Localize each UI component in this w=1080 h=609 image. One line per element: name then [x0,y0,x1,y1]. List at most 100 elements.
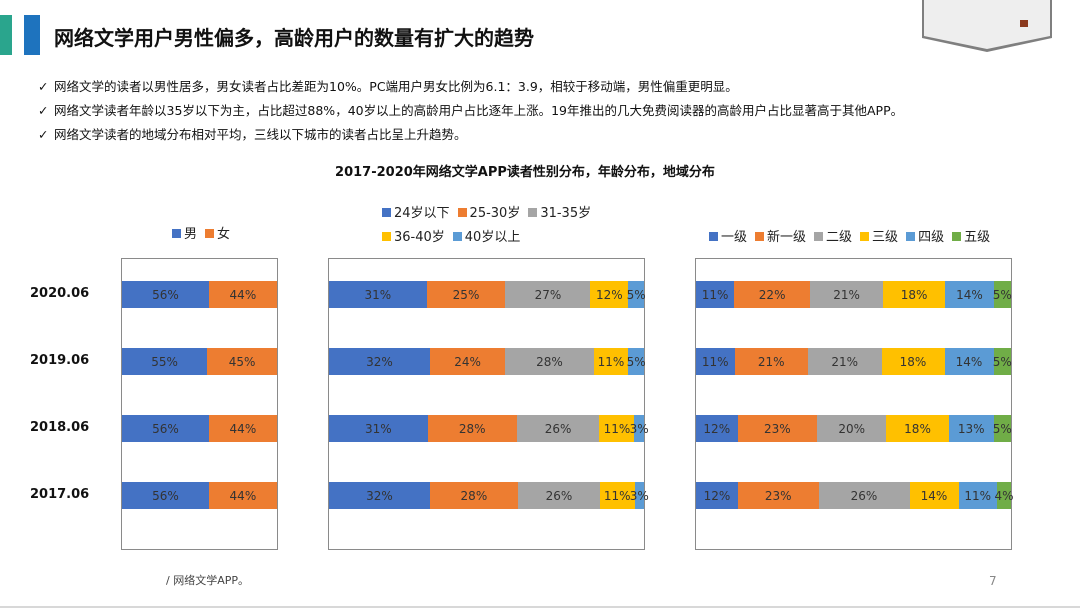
legend-item: 四级 [906,226,944,250]
bar-segment: 23% [737,415,818,442]
legend-swatch [709,232,718,241]
legend-swatch [382,232,391,241]
stacked-bar: 31% 25% 27% 12% 5% [329,281,646,308]
data-label: 25% [452,287,480,302]
data-label: 21% [831,354,859,369]
row-label: 2020.06 [30,286,90,301]
legend-age: 24岁以下 25-30岁 31-35岁 36-40岁 40岁以上 [382,202,599,250]
bar-segment: 56% [122,281,209,308]
data-label: 5% [626,287,646,302]
legend-row: 一级 新一级 二级 三级 四级 五级 [709,226,998,250]
bar-segment: 31% [329,415,428,442]
legend-item: 一级 [709,226,747,250]
data-label: 5% [992,354,1012,369]
bottom-rule [0,606,1080,608]
bullet-text: 网络文学读者的地域分布相对平均，三线以下城市的读者占比呈上升趋势。 [54,127,467,142]
legend-label: 36-40岁 [394,230,445,245]
legend-row: 36-40岁 40岁以上 [382,226,599,250]
bar-segment: 21% [808,348,882,375]
data-label: 44% [229,287,257,302]
data-label: 3% [629,488,649,503]
data-label: 31% [364,287,392,302]
bullet-text: 网络文学读者年龄以35岁以下为主，占比超过88%，40岁以上的高龄用户占比逐年上… [54,103,904,118]
data-label: 12% [596,287,623,302]
legend-row: 24岁以下 25-30岁 31-35岁 [382,202,599,226]
bar-segment: 28% [429,482,518,509]
data-label: 28% [536,354,563,369]
bar-segment: 4% [994,482,1014,509]
legend-item: 女 [205,223,230,247]
data-label: 26% [545,488,573,503]
data-label: 14% [920,488,948,503]
bar-segment: 18% [882,281,946,308]
footer-note: / 网络文学APP。 [166,574,249,587]
legend-item: 三级 [860,226,898,250]
data-label: 11% [603,421,631,436]
data-label: 55% [151,354,178,369]
data-label: 56% [152,287,179,302]
bullet-item: ✓ 网络文学的读者以男性居多，男女读者占比差距为10%。PC端用户男女比例为6.1… [38,77,903,101]
stacked-bar: 11% 22% 21% 18% 14% 5% [696,281,1012,308]
data-label: 11% [597,354,625,369]
bar-segment: 3% [630,482,649,509]
stacked-bar: 32% 28% 26% 11% 3% [329,482,649,509]
data-label: 3% [629,421,649,436]
data-label: 20% [838,421,866,436]
data-label: 26% [544,421,572,436]
legend-swatch [452,232,462,241]
bar-segment: 18% [886,415,949,442]
row-label: 2018.06 [30,420,90,435]
stacked-bar: 56% 44% [122,482,277,509]
data-label: 45% [228,354,256,369]
legend-item: 31-35岁 [528,202,591,226]
bar-segment: 11% [696,281,735,308]
check-icon: ✓ [38,103,49,118]
data-label: 11% [603,488,631,503]
bar-segment: 21% [734,348,808,375]
bar-segment: 11% [696,348,735,375]
bar-segment: 23% [738,482,819,509]
stacked-bar: 11% 21% 21% 18% 14% 5% [696,348,1012,375]
check-icon: ✓ [38,79,49,94]
page-number: 7 [989,574,997,588]
bar-segment: 13% [948,415,994,442]
data-label: 14% [955,354,983,369]
stacked-bar: 56% 44% [122,415,277,442]
stacked-bar: 12% 23% 20% 18% 13% 5% [696,415,1012,442]
data-label: 56% [152,421,179,436]
data-label: 27% [534,287,562,302]
bar-segment: 5% [992,348,1012,375]
bar-segment: 27% [505,281,591,308]
data-label: 31% [364,421,392,436]
data-label: 21% [833,287,860,302]
data-label: 12% [703,488,731,503]
legend-swatch [755,232,765,241]
bar-segment: 12% [590,281,629,308]
check-icon: ✓ [38,127,49,142]
bar-segment: 31% [329,281,427,308]
legend-label: 三级 [872,230,899,245]
bullet-item: ✓ 网络文学读者年龄以35岁以下为主，占比超过88%，40岁以上的高龄用户占比逐年… [38,101,903,125]
bar-segment: 11% [599,482,635,509]
legend-swatch [205,229,215,238]
data-label: 5% [626,354,646,369]
legend-label: 二级 [826,230,853,245]
bar-segment: 45% [207,348,277,375]
legend-gender: 男女 [172,223,238,247]
bar-segment: 44% [208,281,277,308]
legend-swatch [172,229,181,238]
legend-swatch [457,208,467,217]
legend-item: 25-30岁 [457,202,520,226]
bar-segment: 18% [881,348,945,375]
bar-segment: 22% [734,281,811,308]
bar-segment: 25% [426,281,506,308]
chart-title: 2017-2020年网络文学APP读者性别分布，年龄分布，地域分布 [335,165,715,180]
data-label: 5% [992,287,1012,302]
bar-segment: 26% [818,482,910,509]
bar-segment: 28% [427,415,517,442]
accent-bar-green [0,15,12,55]
data-label: 23% [764,488,792,503]
legend-label: 40岁以上 [464,230,521,245]
data-label: 11% [701,354,729,369]
legend-label: 一级 [721,230,748,245]
